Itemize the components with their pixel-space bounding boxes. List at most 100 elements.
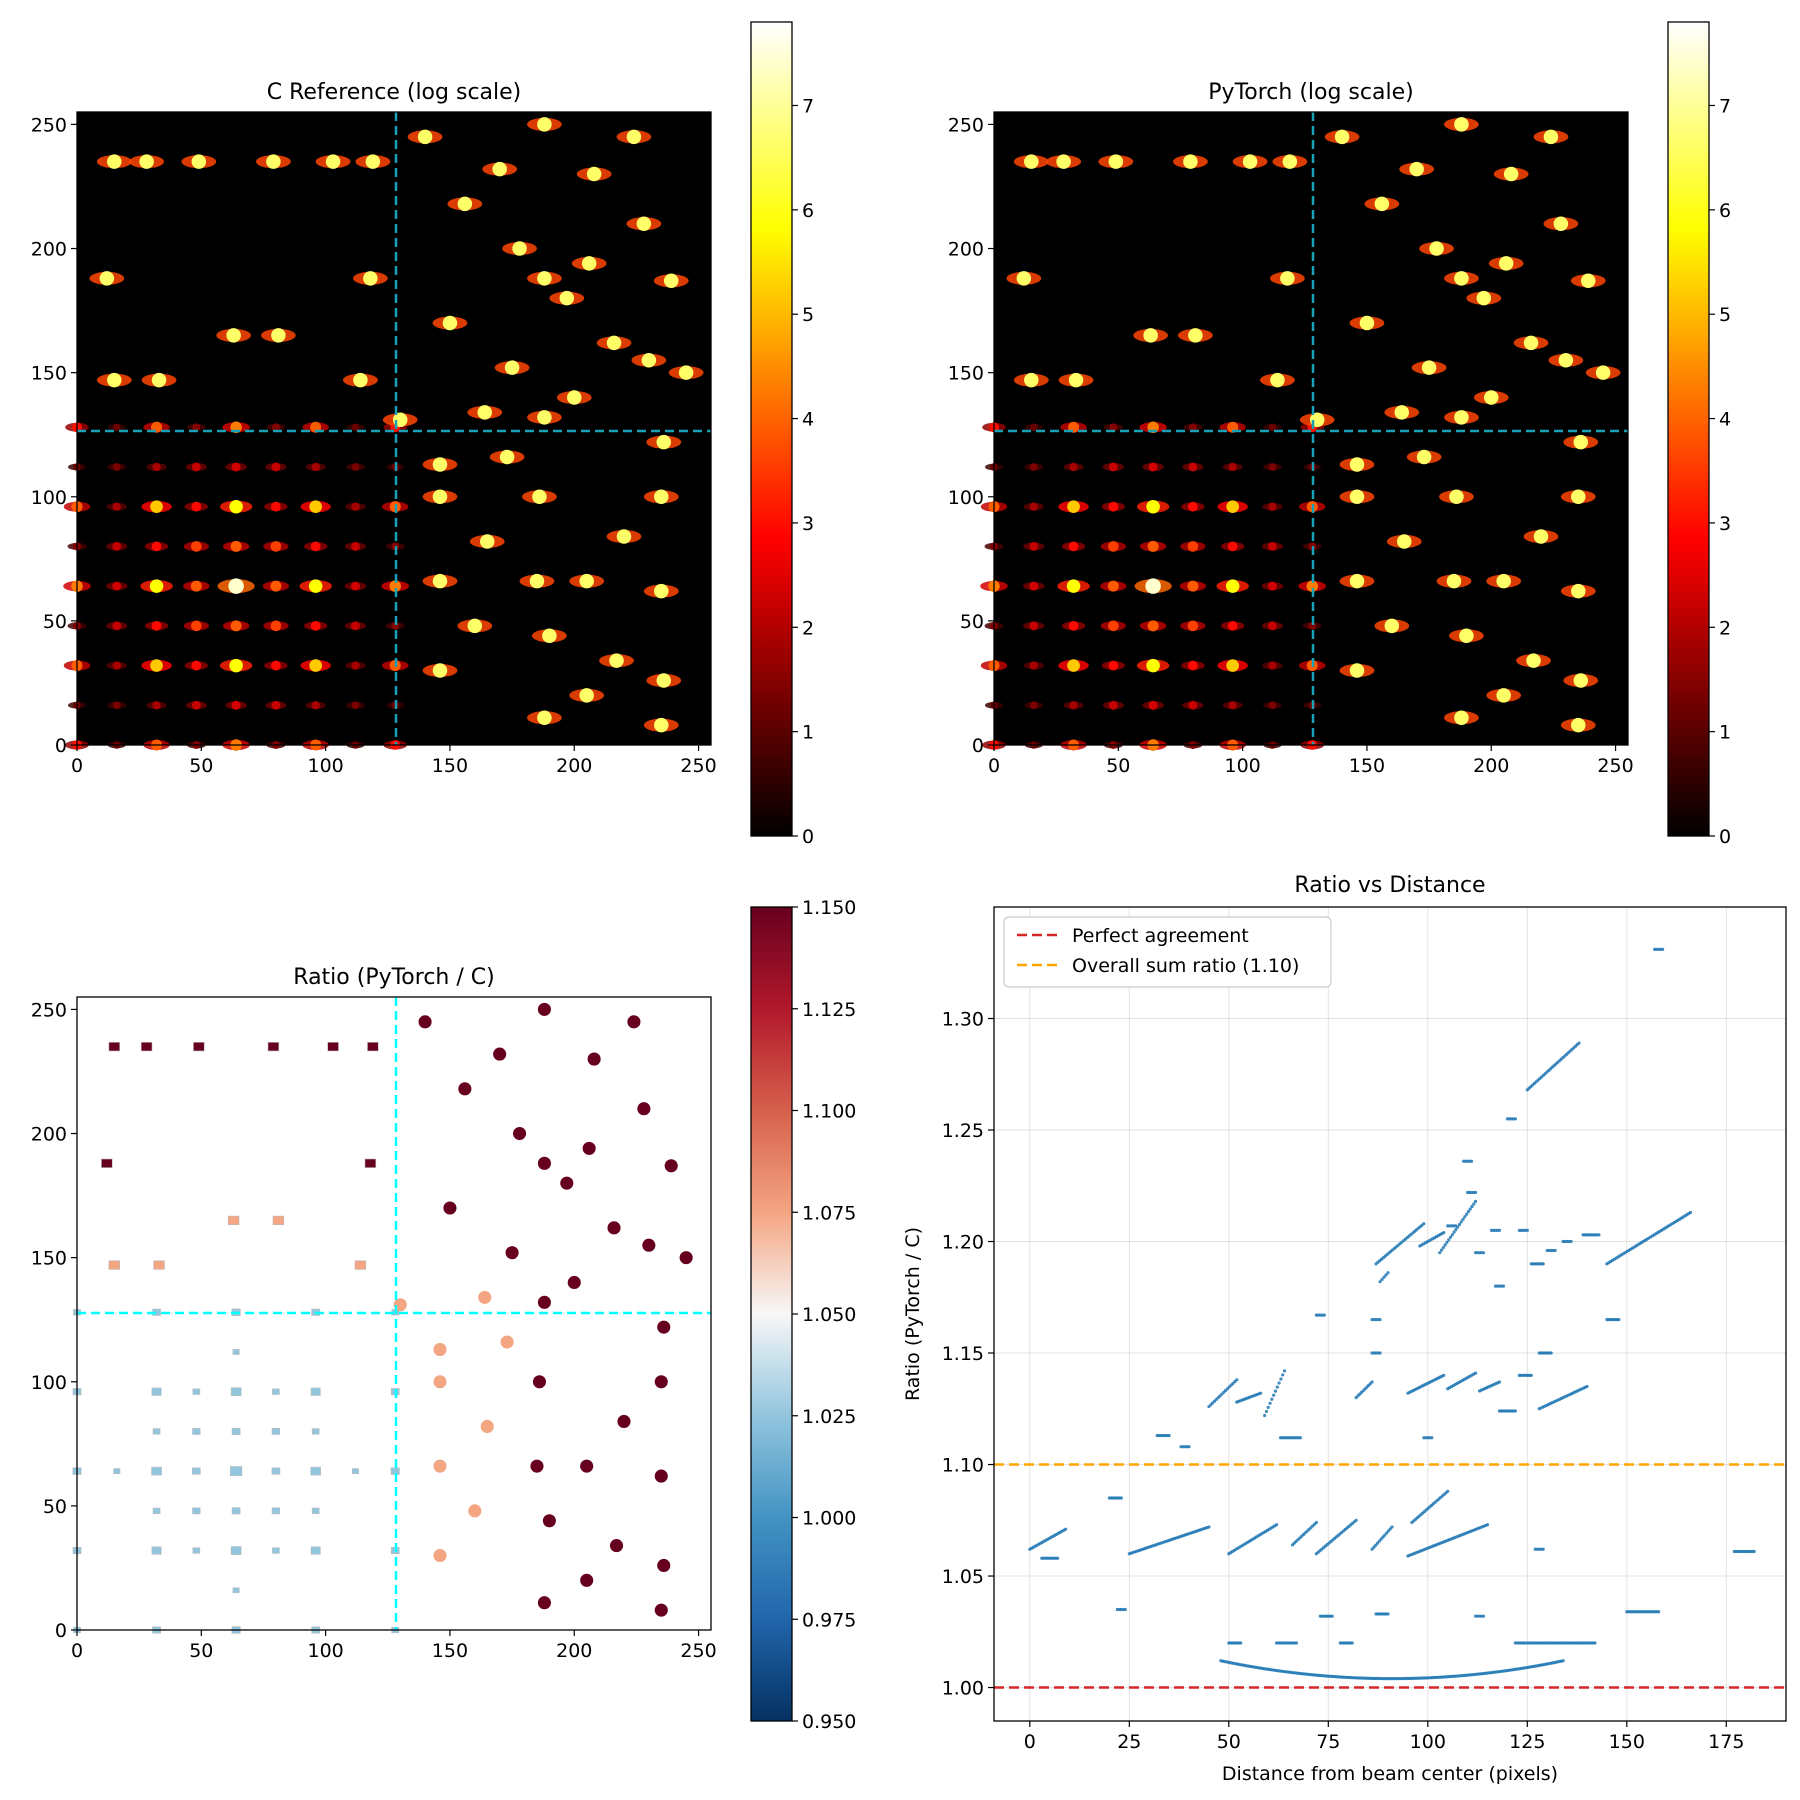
plot-area — [994, 907, 1786, 1721]
ratio-spot — [152, 1428, 161, 1435]
scatter-point — [1497, 1380, 1502, 1384]
diffraction-spot — [1282, 154, 1298, 169]
y-tick-label: 1.30 — [942, 1009, 984, 1031]
x-tick-label: 150 — [1349, 755, 1385, 777]
diffraction-spot — [112, 581, 122, 591]
diffraction-spot — [1029, 463, 1038, 471]
scatter-point — [1448, 1235, 1453, 1239]
diffraction-spot — [230, 540, 242, 552]
ratio-spot — [433, 1342, 447, 1357]
diffraction-spot — [567, 390, 582, 405]
scatter-point — [1350, 1641, 1354, 1645]
scatter-point — [1235, 1378, 1239, 1382]
diffraction-spot — [191, 620, 202, 632]
ratio-spot — [542, 1514, 556, 1528]
scatter-point — [1481, 1614, 1486, 1618]
scatter-point — [1330, 1614, 1334, 1618]
diffraction-spot — [1146, 658, 1160, 673]
ratio-spot — [433, 1375, 447, 1389]
ratio-spot — [657, 1558, 671, 1573]
diffraction-spot — [310, 541, 321, 552]
diffraction-spot — [229, 658, 243, 673]
diffraction-spot — [1429, 241, 1444, 256]
ratio-spot — [327, 1042, 339, 1052]
diffraction-spot — [1349, 489, 1365, 505]
x-tick-label: 0 — [1024, 1731, 1036, 1753]
diffraction-spot — [1454, 271, 1469, 286]
x-tick-label: 0 — [988, 755, 1000, 777]
scatter-point — [1561, 1659, 1565, 1663]
diffraction-spot — [654, 583, 669, 599]
scatter-point — [1457, 1222, 1462, 1227]
diffraction-spot — [442, 315, 458, 331]
scatter-point — [1239, 1641, 1243, 1645]
diffraction-spot — [1268, 621, 1277, 631]
diffraction-spot — [1147, 540, 1159, 552]
y-tick-label: 0 — [55, 1620, 67, 1642]
scatter-point — [1454, 1227, 1458, 1232]
ratio-spot — [192, 1547, 201, 1554]
axis-ticks: 0 50 100 150 200 250 0 50 100 150 200 250 — [31, 999, 717, 1662]
y-tick-label: 150 — [31, 363, 67, 385]
diffraction-spot — [1409, 161, 1424, 177]
scatter-point — [1481, 1251, 1486, 1255]
diffraction-spot — [271, 700, 281, 710]
diffraction-spot — [1421, 360, 1437, 375]
scatter-point — [1119, 1496, 1123, 1500]
ratio-spot — [310, 1466, 321, 1476]
diffraction-spot — [579, 688, 594, 703]
diffraction-spot — [1068, 372, 1084, 388]
colorbar — [750, 906, 793, 1722]
diffraction-spot — [231, 462, 241, 472]
ratio-spot — [679, 1251, 693, 1265]
diffraction-spot — [656, 673, 672, 688]
diffraction-spot — [537, 271, 552, 286]
diffraction-spot — [1454, 710, 1469, 725]
scatter-points — [1028, 947, 1756, 1681]
panel-ratio-vs-distance: Ratio vs Distance 0 25 50 75 100 125 150 175 1.0… — [902, 873, 1787, 1785]
diffraction-spot — [1459, 628, 1474, 644]
scatter-point — [1123, 1607, 1127, 1612]
ratio-spot — [230, 1387, 242, 1396]
diffraction-spot — [616, 529, 632, 544]
ratio-spot — [513, 1126, 527, 1141]
colorbar-ticks: 0.950 0.975 1.000 1.025 1.050 1.075 1.100 1.125… — [792, 897, 856, 1733]
scatter-point — [1470, 1204, 1474, 1209]
diffraction-spot — [654, 717, 669, 733]
diffraction-spot — [271, 328, 286, 343]
colorbar-tick-label: 1.000 — [802, 1508, 856, 1530]
ratio-spot — [560, 1176, 574, 1190]
colorbar-ticks: 0 1 2 3 4 5 6 7 — [792, 95, 814, 848]
diffraction-spot — [350, 581, 360, 591]
diffraction-spot — [641, 352, 657, 368]
ratio-spot — [580, 1573, 594, 1587]
scatter-point — [1272, 1393, 1276, 1397]
diffraction-spot — [191, 660, 202, 671]
ratio-spot — [582, 1141, 596, 1155]
diffraction-spot — [559, 290, 575, 306]
scatter-point — [1585, 1384, 1589, 1389]
ratio-spot — [537, 1596, 551, 1610]
legend: Perfect agreement Overall sum ratio (1.1… — [1003, 916, 1332, 988]
x-tick-label: 100 — [1410, 1731, 1446, 1753]
ratio-spot — [271, 1507, 281, 1515]
diffraction-spot — [1188, 462, 1198, 472]
diffraction-spot — [325, 154, 341, 169]
colorbar-tick-label: 1.050 — [802, 1304, 856, 1326]
diffraction-spot — [1503, 166, 1519, 182]
diffraction-spot — [1029, 661, 1038, 670]
diffraction-spot — [1066, 579, 1081, 593]
colorbar-tick-label: 1.150 — [802, 897, 856, 919]
diffraction-spot — [311, 462, 320, 472]
diffraction-spot — [266, 154, 281, 169]
diffraction-spot — [1446, 573, 1462, 589]
diffraction-spot — [1394, 405, 1409, 420]
ratio-spot — [192, 1467, 201, 1475]
scatter-point — [1553, 1248, 1557, 1253]
diffraction-spot — [1068, 620, 1079, 631]
scatter-point — [1207, 1525, 1211, 1529]
diffraction-spot — [1496, 573, 1511, 589]
diffraction-spot — [1056, 154, 1071, 169]
scatter-point — [1270, 1397, 1274, 1401]
ratio-spot — [480, 1419, 494, 1433]
